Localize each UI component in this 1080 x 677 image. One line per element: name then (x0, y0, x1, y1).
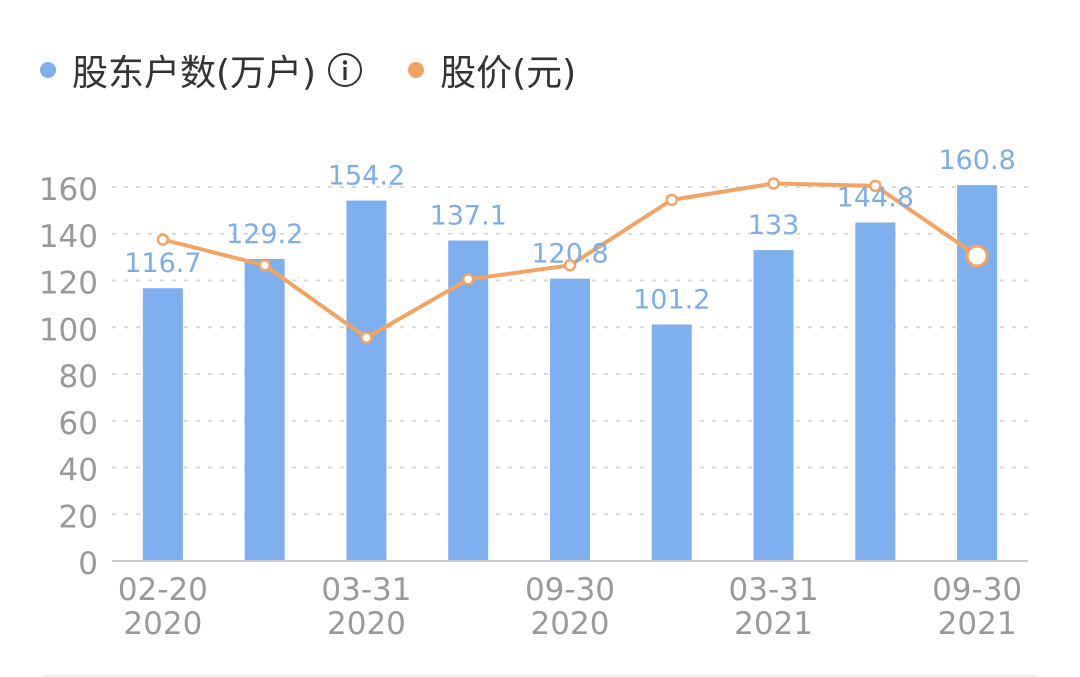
bar (753, 250, 794, 562)
price-point (869, 179, 882, 193)
legend-label-holders: 股东户数(万户) (72, 53, 317, 94)
bar-value-label: 116.7 (124, 248, 201, 279)
legend-item-holders[interactable]: 股东户数(万户) (40, 44, 364, 96)
bar (448, 240, 489, 561)
y-tick-label: 120 (39, 266, 98, 302)
price-point (258, 259, 271, 272)
legend-item-price[interactable]: 股价(元) (408, 44, 576, 96)
bar (651, 324, 692, 561)
y-tick-label: 60 (59, 406, 98, 442)
y-tick-label: 100 (39, 312, 98, 348)
bar (957, 185, 998, 561)
x-tick-label-date: 09-30 (525, 572, 615, 608)
price-point (156, 233, 170, 246)
bar (550, 278, 590, 561)
bar-value-label: 101.2 (633, 284, 710, 315)
x-tick-label-year: 2021 (938, 606, 1017, 642)
x-tick-label-date: 03-31 (321, 572, 411, 608)
price-point (563, 259, 577, 272)
x-tick-label-date: 09-30 (932, 572, 1022, 608)
bar-value-label: 129.2 (226, 219, 303, 250)
price-point (360, 331, 373, 345)
bar (142, 288, 183, 561)
bar (346, 200, 387, 561)
x-tick-label-date: 02-20 (118, 572, 208, 608)
price-point (965, 244, 989, 268)
legend-dot-holders (40, 62, 56, 78)
legend-dot-price (408, 62, 425, 78)
price-point (665, 193, 679, 207)
bar-value-label: 154.2 (328, 161, 405, 192)
bottom-divider (44, 675, 1036, 676)
x-tick-label-year: 2020 (123, 606, 202, 642)
x-tick-label-year: 2020 (327, 606, 406, 642)
bar-value-label: 133 (748, 210, 800, 241)
y-tick-label: 140 (39, 219, 98, 255)
y-tick-label: 40 (59, 453, 98, 489)
chart-legend: 股东户数(万户) 股价(元) (40, 40, 620, 100)
x-tick-label-year: 2021 (734, 606, 813, 642)
info-circle-icon[interactable] (326, 51, 364, 89)
x-tick-label-date: 03-31 (729, 572, 819, 608)
bar-value-label: 137.1 (430, 201, 507, 232)
price-point (767, 177, 780, 190)
y-tick-label: 20 (59, 499, 98, 535)
y-tick-label: 160 (39, 172, 98, 208)
bar (855, 222, 896, 561)
legend-label-price: 股价(元) (440, 53, 577, 94)
price-point (461, 273, 475, 286)
bar (244, 258, 285, 561)
bar-value-label: 160.8 (938, 145, 1015, 176)
y-tick-label: 0 (78, 546, 98, 582)
x-tick-label-year: 2020 (531, 606, 610, 642)
y-tick-label: 80 (59, 359, 98, 395)
